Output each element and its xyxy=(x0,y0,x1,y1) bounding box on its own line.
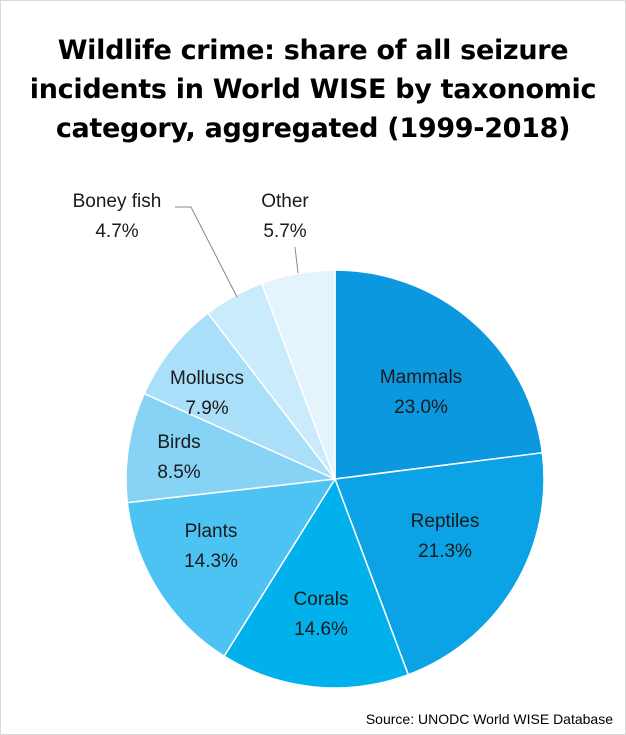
pie-slice-molluscs xyxy=(143,312,336,480)
chart-title-line-1: Wildlife crime: share of all seizure xyxy=(57,35,569,66)
chart-title-line-2: incidents in World WISE by taxonomic xyxy=(29,74,597,105)
pie-slice-other xyxy=(260,269,336,480)
leader-line-boney-fish xyxy=(175,206,238,298)
slice-value-birds: 8.5% xyxy=(157,462,200,483)
pie-slice-reptiles xyxy=(333,451,545,676)
slice-label-mammals: Mammals xyxy=(380,367,462,388)
slice-value-boney-fish: 4.7% xyxy=(95,221,138,242)
pie-slice-birds xyxy=(125,392,338,504)
slice-label-plants: Plants xyxy=(185,521,238,542)
slice-value-mammals: 23.0% xyxy=(394,397,448,418)
pie-slice-plants xyxy=(126,478,337,658)
pie-slice-corals xyxy=(223,477,410,689)
leader-line-other xyxy=(294,246,299,274)
chart-title-line-3: category, aggregated (1999-2018) xyxy=(55,113,571,144)
slice-label-birds: Birds xyxy=(157,432,200,453)
slice-value-other: 5.7% xyxy=(263,221,306,242)
slice-label-boney-fish: Boney fish xyxy=(73,191,162,212)
slice-value-reptiles: 21.3% xyxy=(418,541,472,562)
slice-value-molluscs: 7.9% xyxy=(185,398,228,419)
pie-slice-mammals xyxy=(334,269,544,480)
slice-value-plants: 14.3% xyxy=(184,551,238,572)
slice-label-molluscs: Molluscs xyxy=(170,368,244,389)
slice-value-corals: 14.6% xyxy=(294,619,348,640)
slice-label-other: Other xyxy=(261,191,309,212)
source-note: Source: UNODC World WISE Database xyxy=(365,711,613,727)
slice-label-reptiles: Reptiles xyxy=(411,511,480,532)
slice-label-corals: Corals xyxy=(294,589,349,610)
chart-title: Wildlife crime: share of all seizure inc… xyxy=(1,31,625,148)
